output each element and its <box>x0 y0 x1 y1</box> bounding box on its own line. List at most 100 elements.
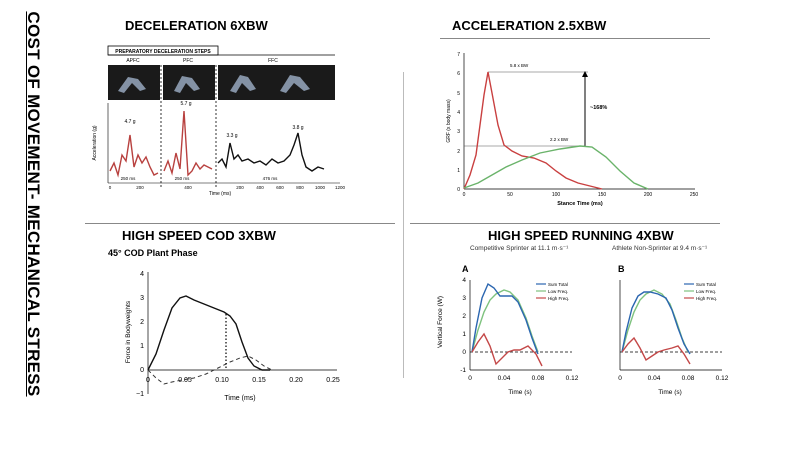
cod-ytick: 1 <box>140 343 144 350</box>
accel-xtick: 0 <box>463 192 466 198</box>
decel-xtick: 200 <box>136 185 144 190</box>
decel-xtick: 1000 <box>315 185 326 190</box>
run-legend-sum-b: Sum Total <box>696 282 716 287</box>
accel-ytick: 0 <box>457 187 460 193</box>
accel-ytick: 2 <box>457 149 460 155</box>
run-legend-high-b: High Freq. <box>696 296 717 301</box>
decel-xtick: 600 <box>276 185 284 190</box>
run-xtick: 0 <box>468 375 472 382</box>
run-b-low <box>621 289 689 353</box>
run-xtick-b: 0.04 <box>648 375 661 382</box>
cod-ytick: 2 <box>140 319 144 326</box>
accel-annot-low: 2.2 x BW <box>550 137 569 142</box>
run-a-sum <box>471 282 539 355</box>
accel-ytick: 3 <box>457 129 460 135</box>
divider-top-right <box>440 38 710 39</box>
accel-ytick: 6 <box>457 71 460 77</box>
decel-step-pfc: PFC <box>183 58 193 64</box>
athlete-figure-1 <box>118 77 146 93</box>
decel-curve-pfc <box>163 110 213 177</box>
cod-xtick: 0.10 <box>215 377 229 384</box>
run-xtick: 0.04 <box>498 375 511 382</box>
run-legend-sum: Sum Total <box>548 282 568 287</box>
accel-panel: 0 1 2 3 4 5 6 7 0 50 100 150 200 250 GRF… <box>440 45 710 215</box>
run-ytick: 3 <box>462 295 466 302</box>
cod-ytick: 4 <box>140 271 144 278</box>
decel-step-apfc: APFC <box>126 58 140 64</box>
run-ytick: 2 <box>462 313 466 320</box>
decel-step-ffc: FFC <box>268 58 278 64</box>
run-a-high <box>471 332 543 367</box>
run-ytick: 1 <box>462 331 466 338</box>
athlete-figure-4 <box>280 75 310 93</box>
run-xtick-b: 0.08 <box>682 375 695 382</box>
decel-xlabel: Time (ms) <box>209 191 232 197</box>
cod-xlabel: Time (ms) <box>224 395 255 402</box>
accel-ytick: 5 <box>457 91 460 97</box>
run-xtick-b: 0 <box>618 375 622 382</box>
run-label-b: B <box>618 264 625 274</box>
run-chart: A B Vertical Force (W) -1 0 1 2 3 4 0 0.… <box>437 264 729 396</box>
run-title: HIGH SPEED RUNNING 4XBW <box>488 228 674 243</box>
run-b-high <box>621 336 691 365</box>
run-xlabel-a: Time (s) <box>508 389 532 396</box>
divider-vertical <box>403 72 404 378</box>
cod-ytick: 3 <box>140 295 144 302</box>
divider-mid-left <box>85 223 395 224</box>
cod-panel: −1 0 1 2 3 4 0 0.05 0.10 0.15 0.20 0.25 … <box>112 262 352 412</box>
slide-title-wrapper: COST OF MOVEMENT- MECHANICAL STRESS <box>10 11 56 397</box>
run-ylabel: Vertical Force (W) <box>437 296 444 348</box>
run-label-a: A <box>462 264 469 274</box>
decel-xtick: 200 <box>236 185 244 190</box>
cod-xtick: 0.05 <box>178 377 192 384</box>
decel-ylabel: Acceleration (g) <box>92 125 98 160</box>
decel-curve-apfc <box>109 134 159 178</box>
accel-title: ACCELERATION 2.5XBW <box>452 18 607 33</box>
accel-xtick: 50 <box>507 192 513 198</box>
run-b-sum <box>621 291 691 355</box>
cod-ytick: −1 <box>136 391 144 398</box>
decel-xtick: 400 <box>256 185 264 190</box>
accel-xtick: 100 <box>552 192 561 198</box>
run-legend-low: Low Freq. <box>548 289 568 294</box>
run-legend-low-b: Low Freq. <box>696 289 716 294</box>
divider-mid-right <box>410 223 720 224</box>
decel-curve-ffc <box>217 132 325 172</box>
cod-curve-dashed <box>147 355 273 385</box>
decel-xtick: 1200 <box>335 185 346 190</box>
run-subtitle-b: Athlete Non-Sprinter at 9.4 m·s⁻¹ <box>612 245 708 252</box>
decel-peak-3: 3.3 g <box>226 133 237 139</box>
decel-title: DECELERATION 6XBW <box>125 18 268 33</box>
decel-xtick: 0 <box>109 185 112 190</box>
accel-chart: 0 1 2 3 4 5 6 7 0 50 100 150 200 250 GRF… <box>446 52 699 207</box>
accel-annot-peak: 5.8 x BW <box>510 63 529 68</box>
slide-title: COST OF MOVEMENT- MECHANICAL STRESS <box>24 11 43 397</box>
accel-xtick: 250 <box>690 192 699 198</box>
decel-panel: PREPARATORY DECELERATION STEPS APFC PFC … <box>90 43 380 203</box>
cod-xtick: 0 <box>146 377 150 384</box>
cod-title: HIGH SPEED COD 3XBW <box>122 228 276 243</box>
decel-peak-2: 5.7 g <box>180 101 191 107</box>
accel-xtick: 150 <box>598 192 607 198</box>
run-xtick-b: 0.12 <box>716 375 729 382</box>
cod-chart: −1 0 1 2 3 4 0 0.05 0.10 0.15 0.20 0.25 … <box>125 271 340 402</box>
decel-figure: PREPARATORY DECELERATION STEPS APFC PFC … <box>92 45 346 197</box>
decel-xtick: 800 <box>296 185 304 190</box>
accel-xlabel: Stance Time (ms) <box>557 201 603 207</box>
decel-peak-4: 3.8 g <box>292 125 303 131</box>
cod-ytick: 0 <box>140 367 144 374</box>
decel-duration-2: 250 ms <box>175 176 191 181</box>
run-ytick: -1 <box>460 367 466 374</box>
decel-duration-3: 476 ms <box>263 176 279 181</box>
decel-peak-1: 4.7 g <box>124 119 135 125</box>
accel-annot-pct: ~168% <box>590 105 607 111</box>
accel-xtick: 200 <box>644 192 653 198</box>
accel-curve-propulsive <box>463 145 649 190</box>
accel-ytick: 7 <box>457 52 460 58</box>
accel-ytick: 1 <box>457 168 460 174</box>
cod-ylabel: Force in Bodyweights <box>125 300 132 363</box>
run-subtitle-a: Competitive Sprinter at 11.1 m·s⁻¹ <box>470 245 569 252</box>
run-ytick: 4 <box>462 277 466 284</box>
run-panel: A B Vertical Force (W) -1 0 1 2 3 4 0 0.… <box>432 258 732 408</box>
cod-curve-total <box>147 295 270 371</box>
